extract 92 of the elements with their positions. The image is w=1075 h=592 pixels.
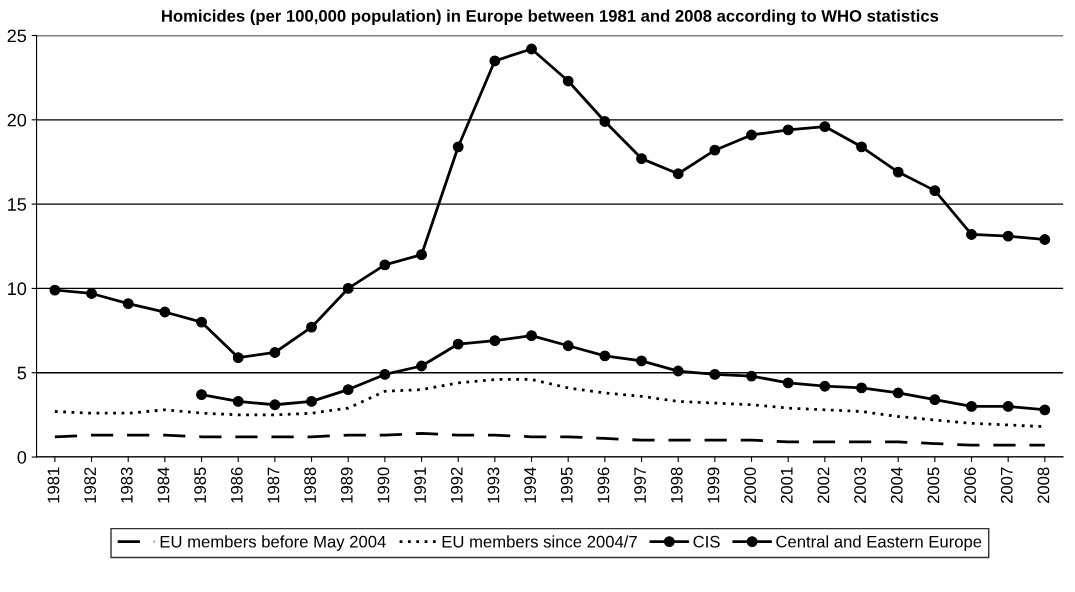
x-tick-label: 2005	[927, 467, 940, 503]
point	[416, 249, 427, 261]
point	[562, 340, 574, 352]
x-tick-label: 1998	[670, 467, 683, 503]
point	[232, 395, 244, 407]
x-tick-label: 2001	[780, 467, 793, 503]
point	[782, 377, 794, 389]
y-tick-label: 15	[8, 198, 27, 211]
chart-title: Homicides (per 100,000 population) in Europe between 1981 and 2008 according to WHO statistics	[162, 9, 939, 26]
point	[746, 370, 757, 382]
x-tick-label: 2008	[1037, 467, 1050, 503]
x-tick-label: 1997	[634, 467, 646, 503]
x-tick-label: 2004	[890, 467, 903, 503]
point	[342, 384, 354, 395]
point	[1002, 401, 1014, 412]
point	[599, 116, 611, 127]
y-tick-label: 25	[7, 29, 27, 43]
point	[306, 395, 317, 407]
line-series	[53, 432, 1047, 447]
point	[526, 330, 537, 342]
point	[856, 382, 867, 394]
point	[1039, 234, 1051, 245]
x-tick-label: 1992	[450, 467, 463, 503]
point	[636, 153, 647, 165]
y-tick-label: 0	[17, 450, 27, 464]
x-tick-label: 2006	[964, 467, 976, 503]
y-tick-label: 5	[17, 366, 27, 380]
point	[86, 288, 97, 299]
point	[526, 43, 537, 55]
x-tick-label: 1995	[560, 467, 573, 503]
point	[709, 368, 721, 380]
point	[196, 389, 207, 401]
x-tick-label: 1985	[194, 467, 207, 503]
y-tick-label: 10	[8, 282, 27, 296]
point	[892, 387, 904, 399]
x-tick-label: 2000	[744, 467, 756, 503]
point	[489, 55, 501, 67]
x-tick-label: 1994	[524, 467, 536, 503]
legend-label: Central and Eastern Europe	[776, 535, 982, 551]
x-tick-label: 1996	[597, 467, 610, 503]
point	[416, 360, 427, 372]
point	[269, 347, 281, 358]
point	[379, 259, 391, 271]
point	[1002, 230, 1014, 242]
x-tick-label: 1987	[267, 467, 280, 503]
point	[452, 338, 464, 350]
point	[1039, 404, 1051, 416]
point	[342, 283, 354, 294]
point	[819, 121, 831, 132]
legend-label: CIS	[693, 535, 720, 548]
x-tick-label: 1999	[707, 467, 720, 503]
x-tick-label: 1991	[414, 467, 427, 503]
x-tick-label: 1990	[377, 467, 390, 503]
point	[746, 129, 757, 141]
point	[452, 141, 464, 153]
x-tick-label: 1983	[120, 467, 133, 503]
x-tick-label: 2002	[817, 467, 830, 503]
x-tick-label: 1981	[47, 467, 60, 503]
point	[49, 284, 61, 296]
point	[306, 321, 317, 333]
point	[672, 168, 684, 180]
point	[819, 380, 831, 392]
point	[966, 229, 977, 240]
point	[269, 399, 281, 411]
point	[636, 355, 647, 367]
point	[379, 368, 391, 380]
x-tick-label: 1993	[487, 467, 500, 503]
point	[196, 316, 207, 328]
point	[709, 144, 721, 156]
point	[929, 394, 941, 406]
point	[856, 141, 867, 153]
point	[122, 298, 134, 310]
point	[966, 401, 977, 412]
point	[782, 124, 794, 136]
point	[599, 350, 611, 362]
x-tick-label: 2007	[1000, 467, 1013, 503]
point	[159, 306, 171, 318]
x-tick-label: 1986	[230, 467, 243, 503]
x-tick-label: 1989	[340, 467, 353, 503]
point	[892, 166, 904, 178]
x-tick-label: 2003	[854, 467, 866, 503]
point	[929, 185, 941, 197]
legend-label: EU members before May 2004	[160, 535, 386, 551]
point	[232, 352, 244, 363]
legend-label: EU members since 2004/7	[442, 535, 637, 548]
point	[672, 365, 684, 377]
point	[562, 75, 574, 87]
x-tick-label: 1988	[304, 467, 317, 503]
y-tick-label: 20	[7, 113, 27, 127]
point	[489, 335, 501, 347]
x-tick-label: 1984	[157, 467, 170, 503]
x-tick-label: 1982	[84, 467, 97, 503]
